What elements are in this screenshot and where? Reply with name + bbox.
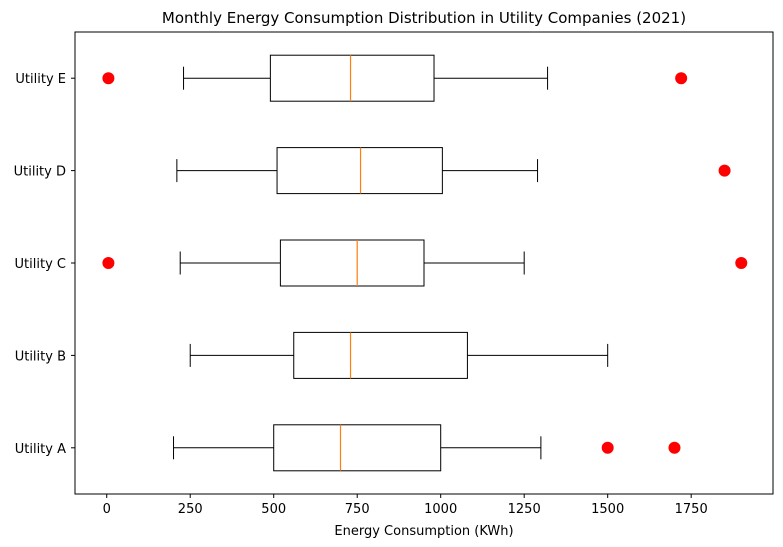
x-tick-label: 750 bbox=[345, 502, 370, 517]
x-axis: 0 250 500 750 1000 1250 1500 1750 bbox=[103, 494, 708, 517]
box-group-utility-a bbox=[173, 424, 681, 472]
iqr-box bbox=[279, 239, 425, 287]
y-tick-label: Utility A bbox=[15, 442, 66, 457]
box-group-utility-c bbox=[102, 239, 748, 287]
outlier-point bbox=[718, 164, 731, 177]
x-tick-label: 1250 bbox=[508, 502, 541, 517]
y-tick-label: Utility D bbox=[14, 165, 66, 180]
outlier-point bbox=[735, 257, 748, 269]
iqr-box bbox=[269, 54, 435, 102]
x-tick-label: 1000 bbox=[424, 502, 457, 517]
iqr-box bbox=[276, 147, 443, 195]
chart-title: Monthly Energy Consumption Distribution … bbox=[162, 9, 686, 27]
y-tick-label: Utility E bbox=[15, 72, 66, 87]
outlier-point bbox=[675, 72, 688, 85]
x-tick-label: 0 bbox=[103, 502, 111, 517]
y-axis: Utility A Utility B Utility C Utility D Util… bbox=[14, 72, 75, 457]
plot-area bbox=[102, 54, 748, 472]
box-group-utility-d bbox=[176, 147, 731, 195]
x-tick-label: 1750 bbox=[675, 502, 708, 517]
y-tick-label: Utility C bbox=[15, 257, 66, 272]
outlier-point bbox=[668, 441, 681, 454]
x-axis-label: Energy Consumption (KWh) bbox=[334, 524, 513, 539]
x-tick-label: 500 bbox=[261, 502, 286, 517]
iqr-box bbox=[293, 331, 468, 379]
box-group-utility-b bbox=[189, 331, 609, 379]
outlier-point bbox=[102, 72, 115, 85]
box-group-utility-e bbox=[102, 54, 688, 102]
y-tick-label: Utility B bbox=[15, 349, 66, 364]
x-tick-label: 1500 bbox=[591, 502, 624, 517]
outlier-point bbox=[102, 257, 115, 269]
iqr-box bbox=[273, 424, 442, 472]
x-tick-label: 250 bbox=[178, 502, 203, 517]
outlier-point bbox=[601, 441, 614, 454]
